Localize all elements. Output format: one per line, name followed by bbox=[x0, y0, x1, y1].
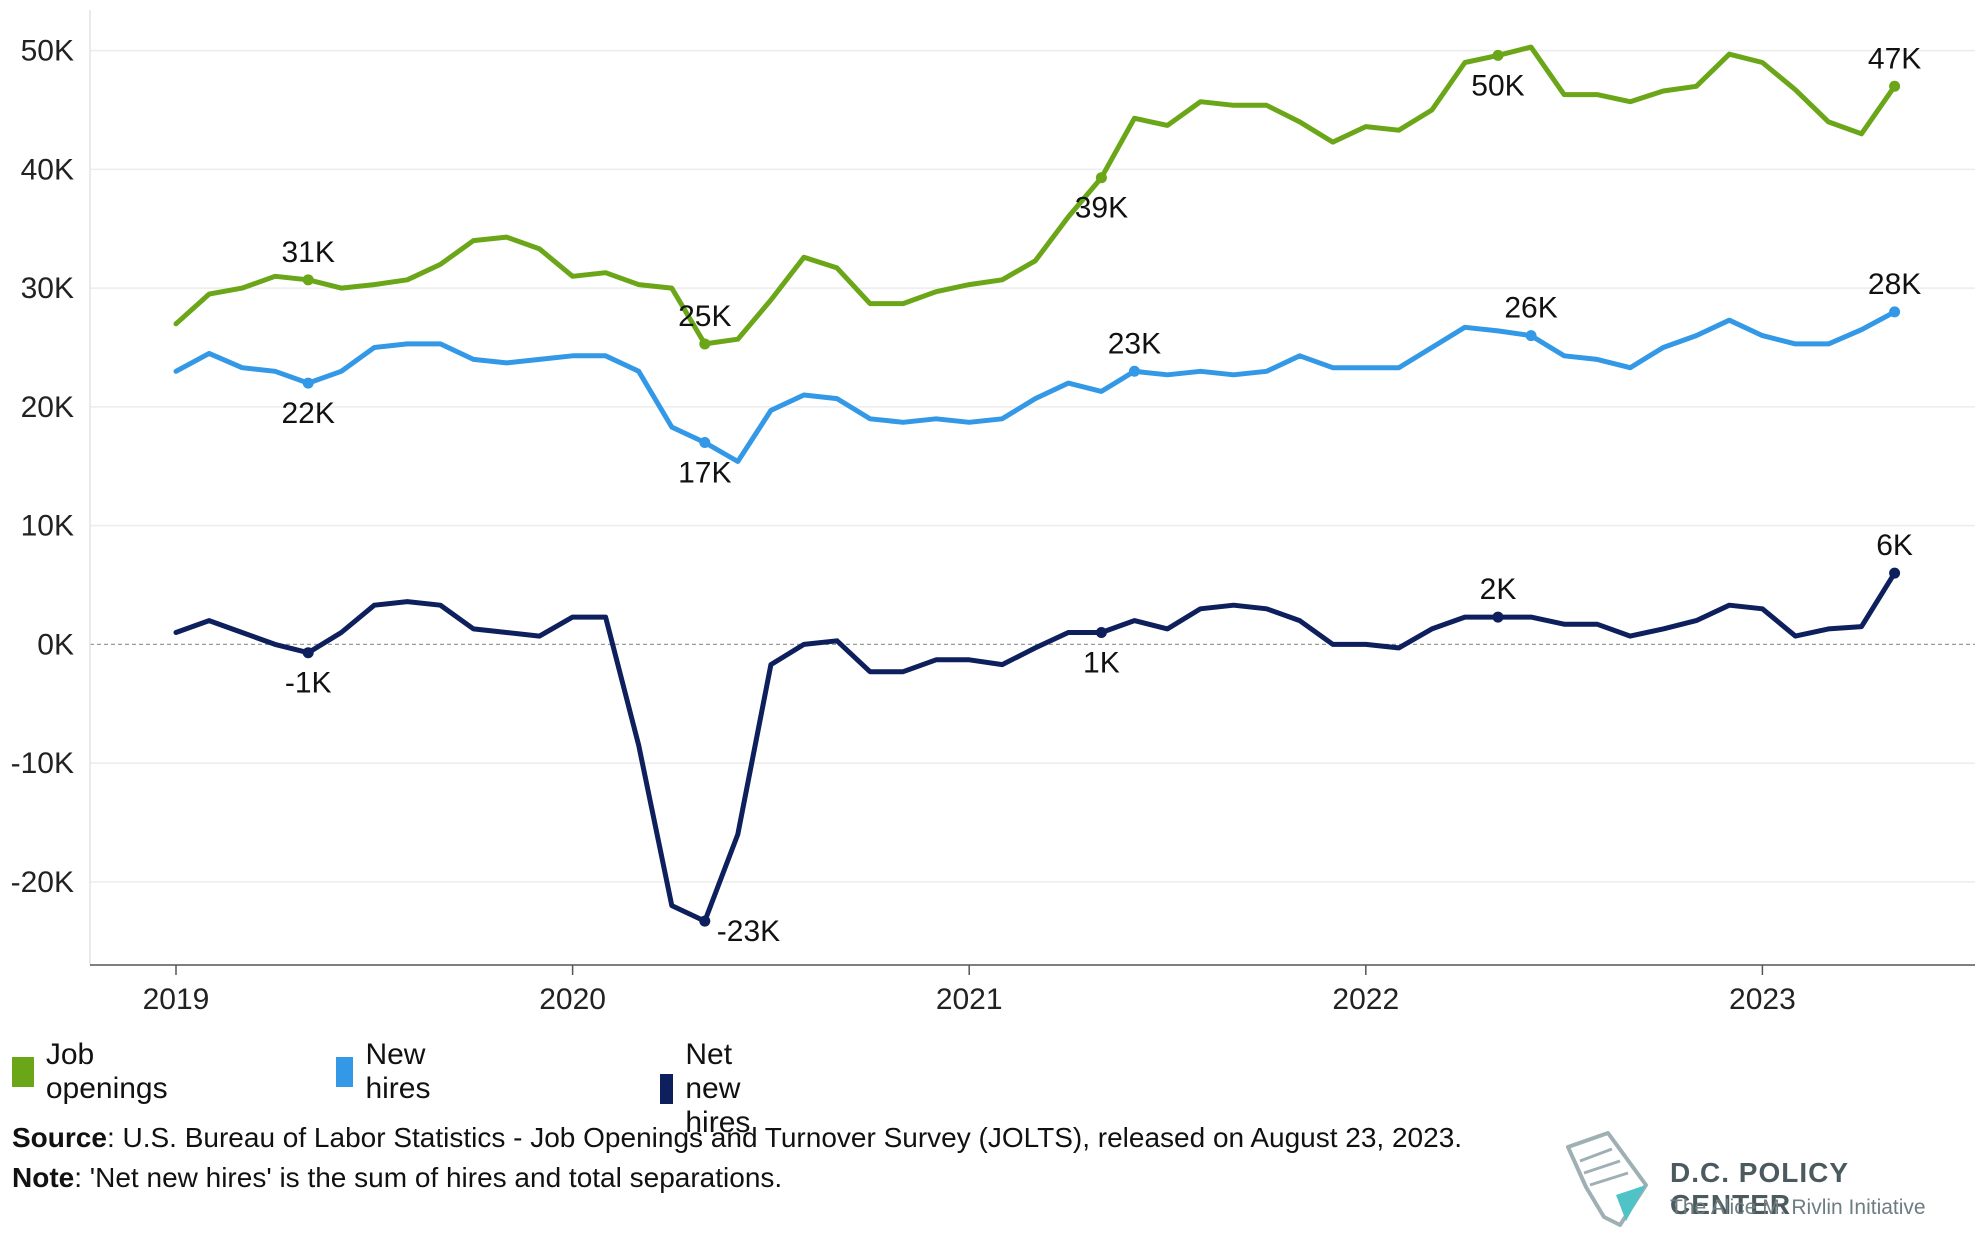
data-point-new-hires bbox=[699, 437, 711, 448]
data-labels: 31K 25K 39K 50K 47K 22K 17K 23K 26K 28K -1K -23K 1K 2… bbox=[282, 42, 1922, 948]
logo-title: D.C. POLICY CENTER bbox=[1670, 1157, 1849, 1220]
legend-item-net-new-hires: Net new hires bbox=[660, 1038, 767, 1140]
data-label: 2K bbox=[1480, 573, 1517, 606]
x-tick-label: 2021 bbox=[936, 983, 1003, 1016]
y-tick-label: 50K bbox=[21, 35, 74, 68]
y-tick-label: -10K bbox=[11, 747, 74, 780]
data-point-job-openings bbox=[1889, 80, 1901, 92]
data-point-net-new-hires bbox=[1889, 567, 1901, 579]
legend-label-new-hires: New hires bbox=[365, 1038, 431, 1105]
legend-label-job-openings: Job openings bbox=[45, 1038, 168, 1105]
data-label: 25K bbox=[678, 300, 731, 333]
data-label: 22K bbox=[282, 397, 335, 430]
x-tick-label: 2019 bbox=[143, 983, 210, 1016]
y-axis: 50K 40K 30K 20K 10K 0K -10K -20K bbox=[11, 10, 91, 965]
note-line: Note: 'Net new hires' is the sum of hire… bbox=[12, 1158, 1532, 1198]
source-label: Source bbox=[12, 1122, 107, 1153]
data-point-job-openings bbox=[1492, 49, 1504, 61]
data-label: 28K bbox=[1868, 268, 1921, 301]
data-label: 23K bbox=[1108, 327, 1161, 360]
source-text: : U.S. Bureau of Labor Statistics - Job … bbox=[106, 1122, 1463, 1153]
data-label: 31K bbox=[282, 236, 335, 269]
data-point-net-new-hires bbox=[302, 647, 314, 659]
legend-swatch-job-openings bbox=[12, 1057, 34, 1087]
legend-swatch-new-hires bbox=[336, 1057, 354, 1087]
data-label: 6K bbox=[1876, 529, 1913, 562]
logo-subtitle: The Alice M. Rivlin Initiative bbox=[1670, 1196, 1926, 1219]
y-tick-label: -20K bbox=[11, 866, 74, 899]
legend-label-net-new-hires: Net new hires bbox=[685, 1038, 751, 1139]
y-tick-label: 40K bbox=[21, 153, 74, 186]
data-label: -23K bbox=[717, 915, 780, 948]
series-line-job-openings bbox=[173, 44, 1898, 347]
data-label: 50K bbox=[1471, 69, 1524, 102]
data-point-new-hires bbox=[302, 377, 314, 389]
data-label: 47K bbox=[1868, 42, 1921, 75]
y-tick-label: 10K bbox=[21, 510, 74, 543]
x-tick-label: 2023 bbox=[1729, 983, 1796, 1016]
legend-swatch-net-new-hires bbox=[660, 1074, 674, 1104]
data-point-job-openings bbox=[699, 338, 711, 350]
data-point-net-new-hires bbox=[699, 915, 711, 927]
data-point-job-openings bbox=[302, 274, 314, 286]
y-tick-label: 0K bbox=[37, 628, 74, 661]
data-point-new-hires bbox=[1128, 365, 1140, 377]
footer-notes: Source: U.S. Bureau of Labor Statistics … bbox=[12, 1118, 1532, 1198]
note-label: Note bbox=[12, 1162, 75, 1193]
x-axis: 2019 2020 2021 2022 2023 bbox=[90, 964, 1975, 1016]
series-line-net-new-hires bbox=[173, 570, 1898, 924]
y-tick-label: 30K bbox=[21, 272, 74, 305]
series-lines bbox=[173, 44, 1901, 927]
data-point-net-new-hires bbox=[1492, 611, 1504, 623]
data-label: 17K bbox=[678, 457, 731, 490]
data-label: -1K bbox=[285, 667, 332, 700]
legend-item-job-openings: Job openings bbox=[12, 1038, 176, 1106]
x-tick-label: 2020 bbox=[539, 983, 606, 1016]
y-tick-label: 20K bbox=[21, 391, 74, 424]
data-label: 1K bbox=[1083, 647, 1120, 680]
legend-item-new-hires: New hires bbox=[336, 1038, 443, 1106]
source-line: Source: U.S. Bureau of Labor Statistics … bbox=[12, 1118, 1532, 1158]
gridlines bbox=[90, 49, 1975, 883]
series-line-new-hires bbox=[173, 309, 1898, 464]
data-point-job-openings bbox=[1095, 172, 1107, 184]
data-point-new-hires bbox=[1525, 330, 1537, 342]
dc-policy-center-logo: D.C. POLICY CENTER The Alice M. Rivlin I… bbox=[1550, 1125, 1970, 1235]
x-tick-label: 2022 bbox=[1332, 983, 1399, 1016]
dc-map-pen-icon bbox=[1566, 1131, 1648, 1227]
data-point-new-hires bbox=[1889, 306, 1901, 318]
data-label: 26K bbox=[1504, 292, 1557, 325]
data-point-net-new-hires bbox=[1095, 627, 1107, 638]
data-label: 39K bbox=[1075, 192, 1128, 225]
note-text: : 'Net new hires' is the sum of hires an… bbox=[74, 1162, 783, 1193]
